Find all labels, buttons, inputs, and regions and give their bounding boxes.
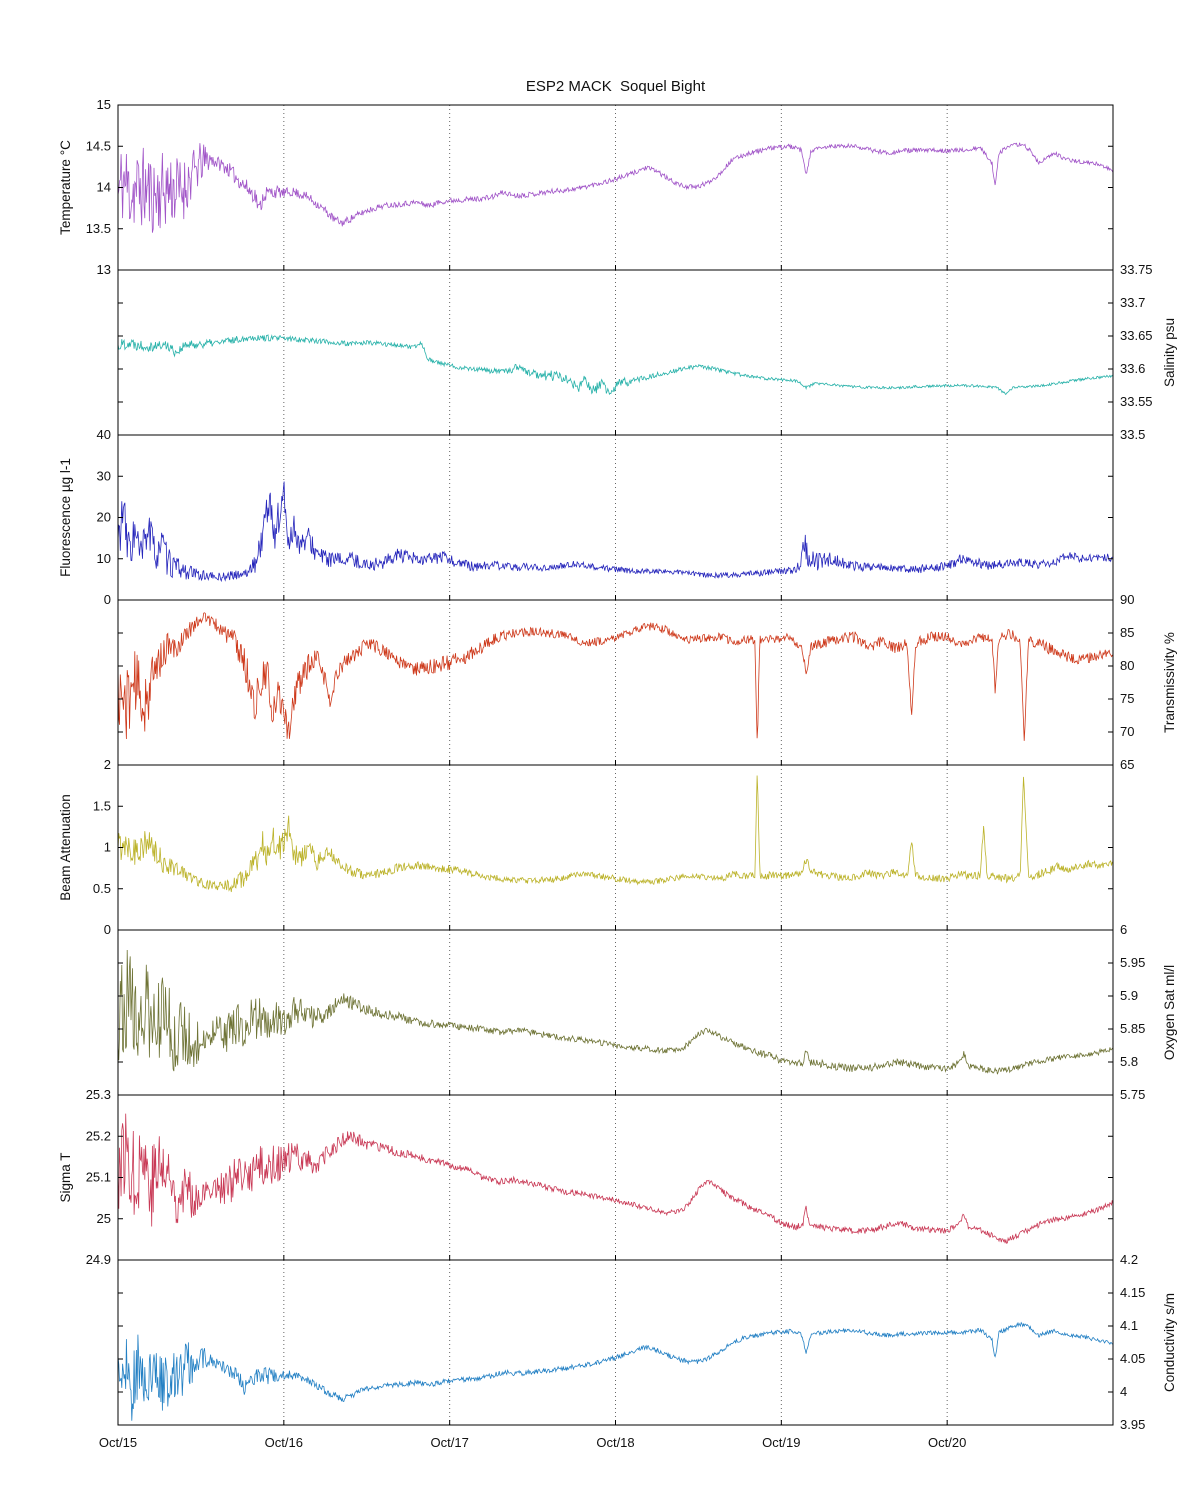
panel-oxygen-sat: 5.75 5.8 5.85 5.9 5.95 6 Oxygen Sat ml/l xyxy=(117,922,1177,1102)
x-tick-label: Oct/20 xyxy=(928,1435,966,1450)
temperature-axis-label: Temperature °C xyxy=(58,140,73,235)
y-tick-label: 5.9 xyxy=(1120,988,1138,1003)
panel-sigma-t: 24.9 25 25.1 25.2 25.3 Sigma T xyxy=(58,1087,1114,1267)
transmissivity-series-line xyxy=(118,612,1113,741)
beam-attenuation-series-line xyxy=(118,775,1113,893)
panel-beam-attenuation: 0 0.5 1 1.5 2 Beam Attenuation xyxy=(58,757,1114,937)
transmissivity-axis-label: Transmissivity % xyxy=(1162,632,1177,733)
y-tick-label: 1.5 xyxy=(93,798,111,813)
conductivity-series-line xyxy=(118,1321,1113,1421)
y-tick-label: 4.1 xyxy=(1120,1318,1138,1333)
oxygen-sat-axis-label: Oxygen Sat ml/l xyxy=(1162,965,1177,1060)
y-tick-label: 13 xyxy=(97,262,111,277)
y-tick-label: 4.15 xyxy=(1120,1285,1145,1300)
y-tick-label: 14.5 xyxy=(86,138,111,153)
y-tick-label: 25.3 xyxy=(86,1087,111,1102)
y-tick-label: 6 xyxy=(1120,922,1127,937)
y-tick-label: 2 xyxy=(104,757,111,772)
sigma-t-series-line xyxy=(118,1113,1113,1244)
y-tick-label: 5.85 xyxy=(1120,1021,1145,1036)
temperature-series-line xyxy=(118,142,1113,233)
y-tick-label: 3.95 xyxy=(1120,1417,1145,1432)
y-tick-label: 75 xyxy=(1120,691,1134,706)
y-tick-label: 30 xyxy=(97,468,111,483)
y-tick-label: 33.65 xyxy=(1120,328,1153,343)
y-tick-label: 33.55 xyxy=(1120,394,1153,409)
y-tick-label: 40 xyxy=(97,427,111,442)
panel-fluorescence: 0 10 20 30 40 Fluorescence µg l-1 xyxy=(58,427,1114,607)
y-tick-label: 5.8 xyxy=(1120,1054,1138,1069)
y-tick-label: 25.1 xyxy=(86,1170,111,1185)
x-tick-label: Oct/15 xyxy=(99,1435,137,1450)
beam-attenuation-axis-label: Beam Attenuation xyxy=(58,794,73,901)
fluorescence-axis-label: Fluorescence µg l-1 xyxy=(58,458,73,577)
x-tick-label: Oct/17 xyxy=(431,1435,469,1450)
conductivity-axis-label: Conductivity s/m xyxy=(1162,1293,1177,1392)
oxygen-sat-series-line xyxy=(118,949,1113,1075)
y-tick-label: 85 xyxy=(1120,625,1134,640)
y-tick-label: 1 xyxy=(104,840,111,855)
panel-transmissivity: 65 70 75 80 85 90 Transmissivity % xyxy=(117,592,1177,772)
panel-temperature: 13 13.5 14 14.5 15 Temperature °C xyxy=(58,97,1114,277)
y-tick-label: 15 xyxy=(97,97,111,112)
y-tick-label: 33.75 xyxy=(1120,262,1153,277)
chart-title: ESP2 MACK Soquel Bight xyxy=(525,78,706,95)
panel-conductivity: 3.95 4 4.05 4.1 4.15 4.2 Conductivity s/m xyxy=(117,1252,1177,1432)
y-tick-label: 90 xyxy=(1120,592,1134,607)
y-tick-label: 4.05 xyxy=(1120,1351,1145,1366)
panel-salinity: 33.5 33.55 33.6 33.65 33.7 33.75 Salinity psu xyxy=(117,262,1177,442)
y-tick-label: 5.75 xyxy=(1120,1087,1145,1102)
y-tick-label: 25 xyxy=(97,1211,111,1226)
x-tick-label: Oct/18 xyxy=(596,1435,634,1450)
y-tick-label: 13.5 xyxy=(86,221,111,236)
y-tick-label: 80 xyxy=(1120,658,1134,673)
y-tick-label: 14 xyxy=(97,180,111,195)
y-tick-label: 70 xyxy=(1120,724,1134,739)
y-tick-label: 33.5 xyxy=(1120,427,1145,442)
y-tick-label: 10 xyxy=(97,551,111,566)
sigma-t-axis-label: Sigma T xyxy=(58,1152,73,1202)
x-tick-label: Oct/16 xyxy=(265,1435,303,1450)
y-tick-label: 24.9 xyxy=(86,1252,111,1267)
y-tick-label: 33.6 xyxy=(1120,361,1145,376)
y-tick-label: 20 xyxy=(97,510,111,525)
y-tick-label: 0.5 xyxy=(93,881,111,896)
y-tick-label: 33.7 xyxy=(1120,295,1145,310)
salinity-axis-label: Salinity psu xyxy=(1162,318,1177,387)
x-tick-label: Oct/19 xyxy=(762,1435,800,1450)
fluorescence-series-line xyxy=(118,481,1113,583)
x-axis: Oct/15 Oct/16 Oct/17 Oct/18 Oct/19 Oct/20 xyxy=(99,1435,966,1450)
y-tick-label: 5.95 xyxy=(1120,955,1145,970)
y-tick-label: 25.2 xyxy=(86,1128,111,1143)
y-tick-label: 0 xyxy=(104,922,111,937)
y-tick-label: 0 xyxy=(104,592,111,607)
y-tick-label: 4.2 xyxy=(1120,1252,1138,1267)
y-tick-label: 4 xyxy=(1120,1384,1127,1399)
y-tick-label: 65 xyxy=(1120,757,1134,772)
salinity-series-line xyxy=(118,334,1113,396)
